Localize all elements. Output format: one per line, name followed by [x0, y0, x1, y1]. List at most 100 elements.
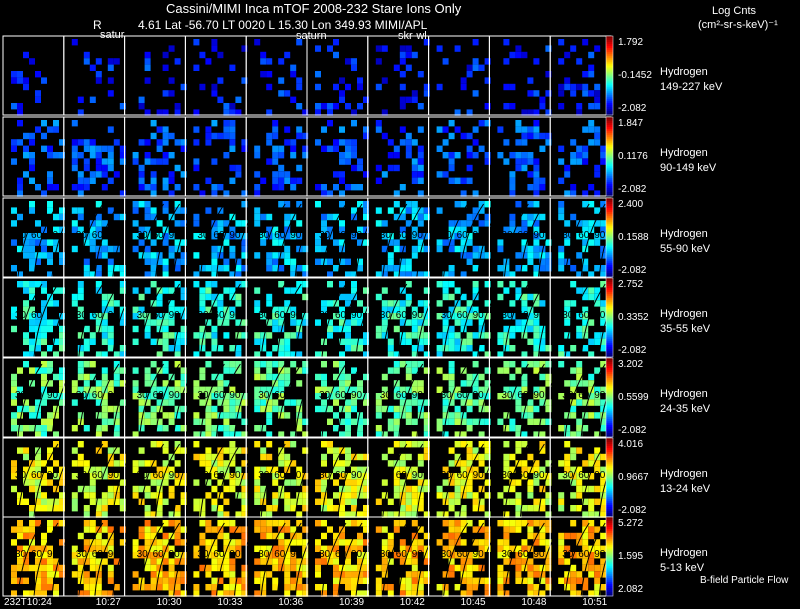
heatmap-cell	[381, 271, 388, 278]
heatmap-cell	[327, 258, 333, 265]
heatmap-cell	[223, 367, 230, 374]
heatmap-cell	[59, 473, 65, 480]
heatmap-cell	[345, 584, 351, 591]
heatmap-cell	[241, 498, 248, 505]
heatmap-cell	[533, 386, 540, 393]
heatmap-cell	[387, 405, 394, 413]
heatmap-cell	[405, 505, 412, 512]
colorbar-segment	[606, 489, 613, 492]
heatmap-cell	[156, 473, 163, 480]
heatmap-cell	[442, 511, 449, 518]
heatmap-cell	[594, 164, 601, 172]
heatmap-cell	[17, 412, 23, 419]
heatmap-cell	[417, 171, 424, 178]
heatmap-cell	[460, 418, 467, 425]
heatmap-cell	[138, 545, 145, 552]
heatmap-cell	[448, 226, 455, 233]
heatmap-cell	[150, 558, 157, 565]
heatmap-cell	[448, 571, 455, 578]
heatmap-cell	[472, 226, 479, 233]
heatmap-panel	[11, 51, 47, 116]
heatmap-cell	[77, 171, 84, 178]
heatmap-cell	[417, 271, 424, 278]
heatmap-cell	[156, 485, 163, 493]
heatmap-cell	[363, 479, 369, 486]
heatmap-cell	[296, 233, 303, 240]
heatmap-cell	[594, 577, 601, 584]
heatmap-cell	[168, 590, 175, 597]
heatmap-cell	[582, 233, 589, 240]
heatmap-cell	[156, 139, 163, 146]
contour-line	[355, 283, 381, 358]
heatmap-cell	[162, 571, 169, 578]
heatmap-cell	[217, 505, 224, 512]
heatmap-cell	[357, 164, 363, 172]
heatmap-cell	[241, 431, 248, 438]
heatmap-cell	[594, 584, 601, 591]
colorbar-segment	[606, 142, 613, 146]
heatmap-cell	[375, 332, 382, 339]
heatmap-cell	[539, 441, 546, 448]
heatmap-cell	[521, 386, 528, 393]
heatmap-cell	[423, 558, 430, 565]
heatmap-cell	[217, 492, 224, 499]
heatmap-cell	[448, 164, 455, 172]
heatmap-cell	[71, 245, 78, 253]
heatmap-cell	[205, 293, 212, 301]
heatmap-cell	[150, 265, 157, 272]
orbit-info: 4.61 Lat -56.70 LT 0020 L 15.30 Lon 349.…	[138, 18, 428, 32]
heatmap-cell	[399, 584, 406, 591]
heatmap-cell	[296, 590, 303, 597]
contour-label: 30	[380, 470, 392, 481]
heatmap-panel	[138, 45, 187, 116]
heatmap-cell	[29, 405, 35, 413]
heatmap-cell	[223, 584, 230, 591]
heatmap-cell	[436, 492, 443, 499]
contour-label: 90	[533, 549, 545, 560]
heatmap-cell	[193, 393, 200, 400]
heatmap-cell	[47, 552, 53, 559]
contour-label: 30	[137, 230, 149, 241]
heatmap-cell	[582, 399, 589, 406]
heatmap-cell	[375, 164, 382, 172]
heatmap-cell	[119, 306, 126, 313]
heatmap-cell	[284, 453, 291, 461]
contour-label: 60	[153, 470, 165, 481]
heatmap-cell	[333, 361, 339, 368]
heatmap-cell	[448, 380, 455, 387]
heatmap-cell	[272, 399, 279, 406]
heatmap-cell	[296, 83, 303, 91]
heatmap-cell	[144, 545, 151, 552]
heatmap-cell	[357, 511, 363, 518]
heatmap-cell	[95, 412, 102, 419]
heatmap-cell	[168, 177, 175, 184]
heatmap-cell	[144, 564, 151, 572]
heatmap-cell	[533, 479, 540, 486]
heatmap-cell	[266, 367, 273, 374]
heatmap-cell	[533, 431, 540, 438]
heatmap-cell	[95, 558, 102, 565]
heatmap-cell	[315, 564, 321, 572]
heatmap-cell	[284, 539, 291, 546]
heatmap-cell	[333, 39, 339, 46]
heatmap-cell	[472, 90, 479, 97]
heatmap-cell	[254, 39, 261, 46]
heatmap-panel: 30 60 90	[375, 361, 442, 438]
colorbar-segment	[606, 501, 613, 504]
heatmap-cell	[393, 351, 400, 358]
heatmap-cell	[460, 201, 467, 208]
heatmap-cell	[545, 584, 552, 591]
heatmap-cell	[509, 545, 516, 552]
colorbar-segment	[606, 493, 613, 496]
heatmap-cell	[132, 393, 139, 400]
heatmap-cell	[101, 418, 108, 425]
heatmap-cell	[454, 332, 461, 339]
heatmap-cell	[302, 558, 309, 565]
colorbar-segment	[606, 433, 613, 436]
heatmap-cell	[23, 564, 29, 572]
heatmap-cell	[260, 405, 267, 413]
heatmap-cell	[11, 460, 17, 467]
heatmap-cell	[600, 571, 607, 578]
heatmap-cell	[454, 245, 461, 253]
heatmap-cell	[375, 584, 382, 591]
